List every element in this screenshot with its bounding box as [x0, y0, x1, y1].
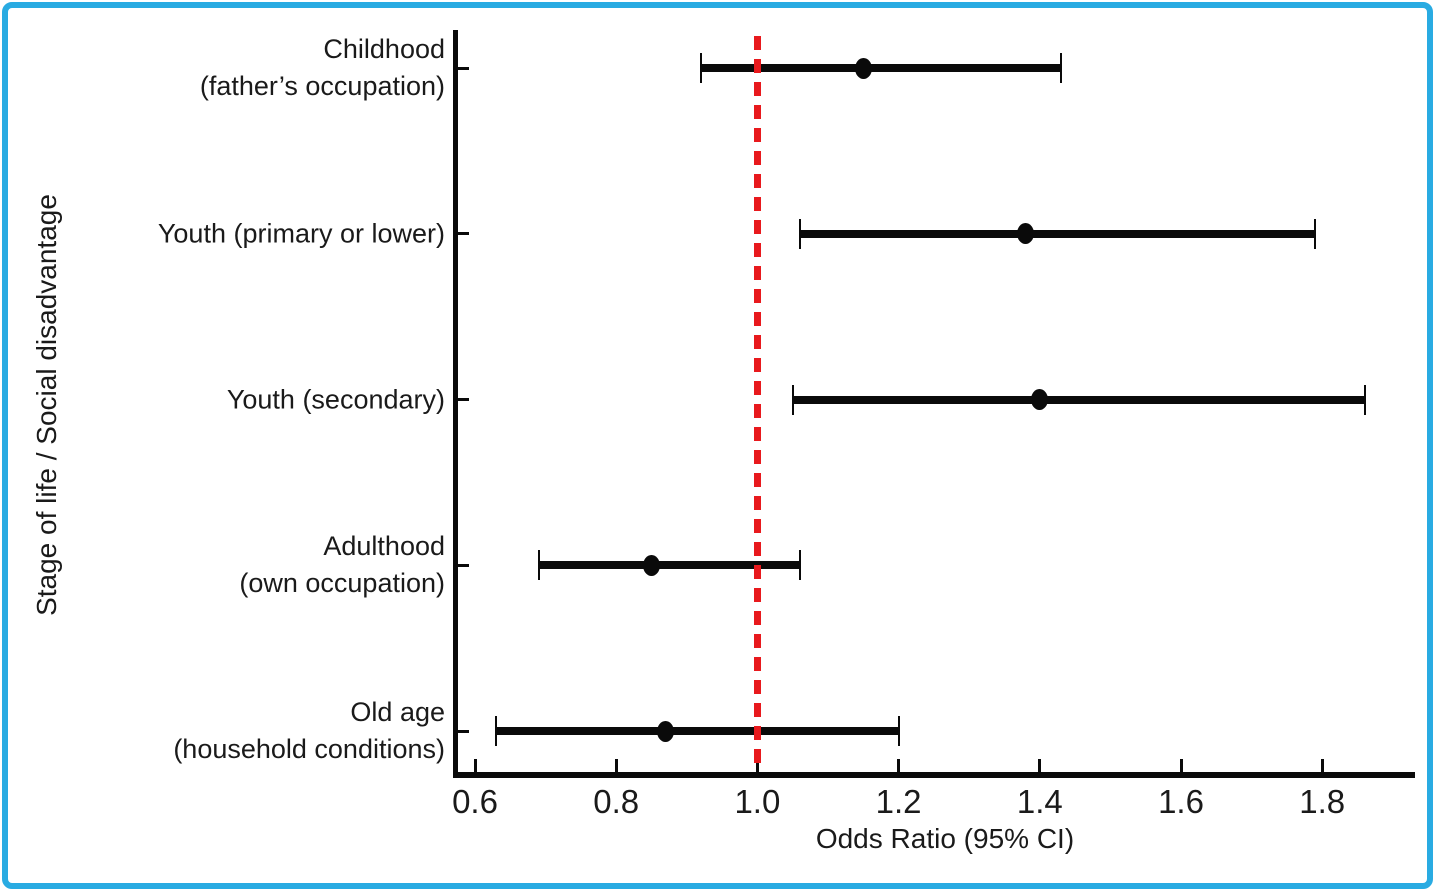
x-axis-tick [897, 759, 901, 772]
ci-lower-cap [537, 550, 540, 581]
ci-lower-cap [699, 53, 702, 83]
x-axis-tick [473, 759, 477, 772]
category-label: Youth (primary or lower) [158, 215, 445, 252]
category-label: Youth (secondary) [227, 381, 445, 418]
y-axis-spine [453, 30, 458, 778]
category-label-line: (own occupation) [239, 568, 445, 599]
x-axis-title: Odds Ratio (95% CI) [815, 823, 1075, 854]
confidence-interval-bar [538, 561, 800, 570]
category-label-line: Adulthood [323, 531, 445, 562]
category-label-line: Old age [350, 697, 445, 727]
x-axis-tick [1179, 759, 1183, 772]
ci-lower-cap [495, 716, 498, 746]
ci-upper-cap [1314, 218, 1317, 249]
x-axis-tick-label: 1.6 [1158, 783, 1204, 820]
odds-ratio-point [657, 720, 675, 742]
y-axis-tick [458, 66, 469, 70]
x-axis-tick-label: 0.6 [452, 783, 498, 820]
odds-ratio-point [643, 554, 660, 576]
x-axis-tick-label: 1.4 [1016, 783, 1063, 820]
category-label: Old age (household conditions) [173, 694, 445, 768]
odds-ratio-point [854, 57, 872, 79]
confidence-interval-bar [792, 395, 1365, 404]
odds-ratio-point [1017, 223, 1035, 245]
y-axis-title: Stage of life / Social disadvantage [31, 194, 62, 616]
category-label-line: Youth (secondary) [226, 384, 445, 414]
category-label-line: (household conditions) [173, 734, 445, 764]
confidence-interval-bar [496, 727, 899, 735]
x-axis-tick [1038, 759, 1042, 772]
x-axis-tick-label: 1.0 [734, 783, 781, 820]
confidence-interval-bar [700, 64, 1061, 72]
ci-lower-cap [798, 218, 801, 249]
y-axis-tick [458, 398, 469, 401]
category-label-line: Youth (primary or lower) [157, 218, 445, 249]
x-axis-tick [614, 759, 618, 772]
y-axis-tick [458, 232, 469, 236]
x-axis-line [453, 772, 1415, 778]
x-axis-tick [1320, 759, 1324, 772]
confidence-interval-bar [799, 229, 1316, 238]
y-axis-tick [458, 563, 469, 567]
category-label: Adulthood (own occupation) [239, 528, 445, 602]
ci-upper-cap [1363, 384, 1366, 415]
category-label: Childhood (father’s occupation) [200, 31, 445, 105]
x-axis-tick-label: 1.2 [875, 783, 922, 820]
category-label-line: (father’s occupation) [199, 71, 445, 101]
ci-upper-cap [1059, 53, 1062, 83]
reference-line-or-1 [753, 36, 761, 772]
ci-lower-cap [791, 384, 794, 415]
ci-upper-cap [897, 716, 900, 746]
x-axis-tick-label: 0.8 [593, 783, 640, 820]
y-axis-tick [458, 729, 469, 733]
ci-upper-cap [798, 550, 801, 581]
category-label-line: Childhood [323, 34, 445, 64]
odds-ratio-point [1031, 389, 1049, 410]
x-axis-tick-label: 1.8 [1299, 783, 1346, 820]
